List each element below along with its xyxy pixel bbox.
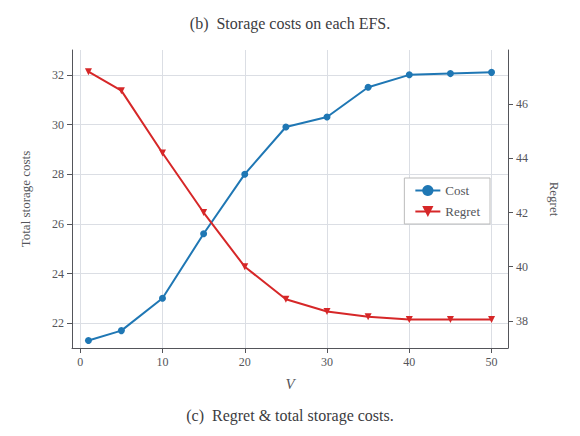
svg-text:44: 44	[516, 151, 528, 165]
svg-text:38: 38	[516, 314, 528, 328]
svg-text:26: 26	[52, 217, 64, 231]
svg-text:Cost: Cost	[445, 183, 469, 198]
svg-text:40: 40	[403, 355, 415, 369]
svg-text:30: 30	[52, 118, 64, 132]
svg-text:46: 46	[516, 97, 528, 111]
svg-text:30: 30	[321, 355, 333, 369]
svg-text:42: 42	[516, 206, 528, 220]
svg-text:28: 28	[52, 167, 64, 181]
svg-text:40: 40	[516, 260, 528, 274]
svg-text:50: 50	[486, 355, 498, 369]
svg-text:20: 20	[239, 355, 251, 369]
svg-text:Regret: Regret	[547, 182, 562, 217]
svg-text:V: V	[285, 376, 296, 392]
svg-text:Total storage costs: Total storage costs	[18, 151, 33, 248]
svg-text:Regret: Regret	[445, 204, 480, 219]
svg-text:22: 22	[52, 316, 64, 330]
svg-text:(b) Storage costs on each EFS: (b) Storage costs on each EFS.	[190, 15, 390, 33]
svg-text:32: 32	[52, 68, 64, 82]
svg-text:10: 10	[156, 355, 168, 369]
svg-text:24: 24	[52, 267, 64, 281]
svg-text:(c) Regret & total storage co: (c) Regret & total storage costs.	[186, 407, 394, 425]
svg-text:0: 0	[77, 355, 83, 369]
